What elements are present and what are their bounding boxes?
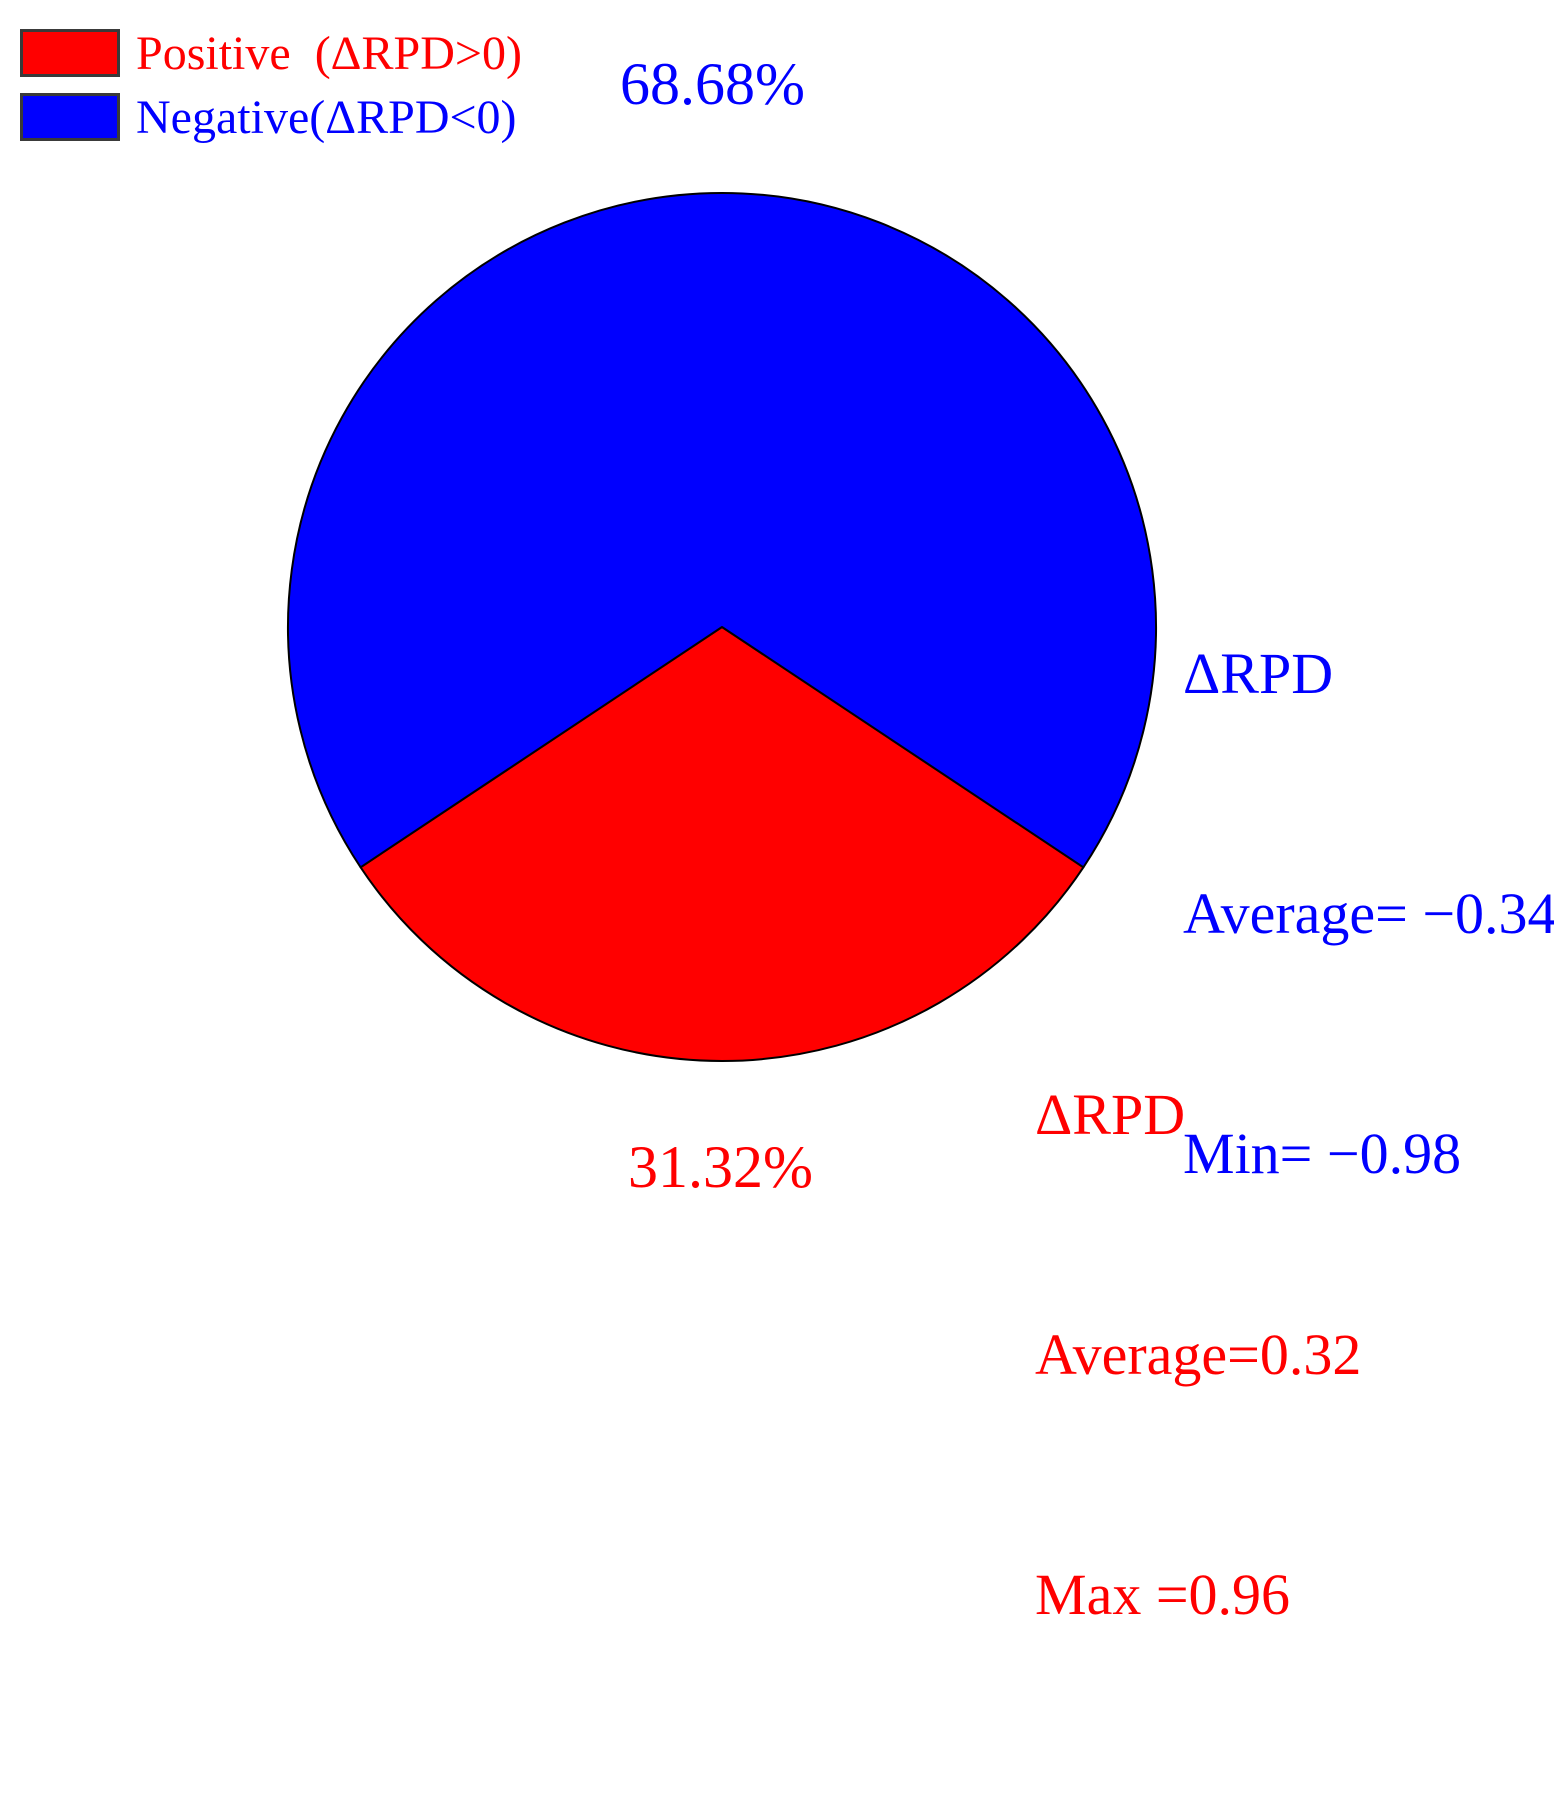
annotation-negative-min: Min= −0.98 [1183,1121,1462,1186]
pie-slice-negative [287,191,1157,869]
legend-item-positive: Positive (ΔRPD>0) [20,26,522,80]
legend-swatch-positive [20,29,120,77]
annotation-negative-average: Average= −0.34 [1183,881,1554,946]
legend-item-negative: Negative(ΔRPD<0) [20,90,522,144]
percentage-label-negative: 68.68% [620,51,805,117]
legend-swatch-negative [20,93,120,141]
legend: Positive (ΔRPD>0) Negative(ΔRPD<0) [20,26,522,156]
annotation-positive-max: Max =0.96 [1035,1562,1291,1627]
annotation-positive-average: Average=0.32 [1035,1322,1362,1387]
pie-chart [287,191,1157,1062]
annotation-positive-title: ΔRPD [1035,1082,1186,1147]
legend-label-positive: Positive (ΔRPD>0) [136,26,522,80]
pie-chart-figure: Positive (ΔRPD>0) Negative(ΔRPD<0) 68.68… [20,26,1554,1627]
legend-label-negative: Negative(ΔRPD<0) [136,90,517,144]
percentage-label-positive: 31.32% [628,1134,813,1200]
annotation-negative: ΔRPD Average= −0.34 Min= −0.98 [1183,474,1554,1354]
annotation-positive: ΔRPD Average=0.32 Max =0.96 [1035,915,1361,1795]
annotation-negative-title: ΔRPD [1183,641,1334,706]
pie-slice-positive [359,626,1085,1062]
